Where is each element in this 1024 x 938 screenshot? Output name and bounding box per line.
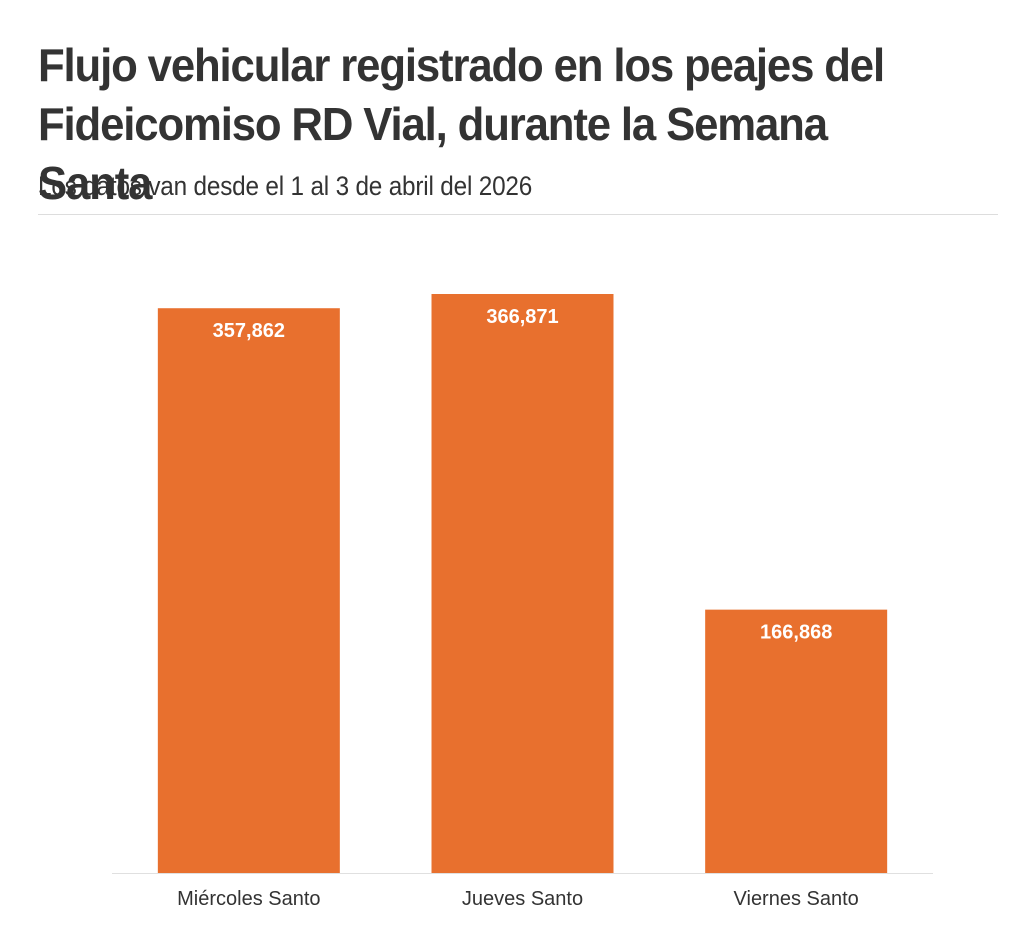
- bar-2: [431, 294, 614, 873]
- header-divider: [38, 214, 998, 215]
- x-tick-label: Viernes Santo: [734, 888, 859, 910]
- x-tick-label: Jueves Santo: [462, 888, 583, 910]
- chart-subtitle: Los datos van desde el 1 al 3 de abril d…: [38, 171, 533, 201]
- chart-title: Flujo vehicular registrado en los peajes…: [38, 39, 885, 209]
- bar-1: [157, 308, 340, 873]
- bar-3: [705, 609, 888, 873]
- bar-value-label: 166,868: [760, 622, 832, 644]
- bar-value-label: 357,862: [213, 320, 285, 342]
- bar-value-label: 366,871: [486, 306, 558, 328]
- x-tick-label: Miércoles Santo: [177, 888, 320, 910]
